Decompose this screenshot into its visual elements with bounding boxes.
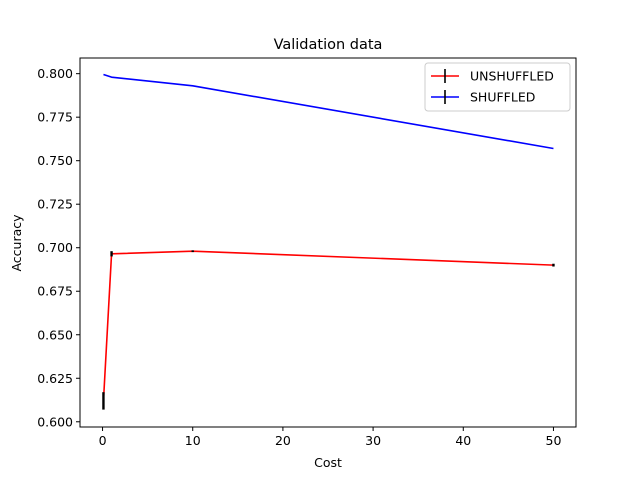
y-tick-label: 0.600 — [37, 414, 73, 429]
x-tick-label: 0 — [99, 433, 107, 448]
y-tick-label: 0.625 — [37, 371, 73, 386]
legend-box — [424, 62, 571, 112]
x-tick-label: 20 — [275, 433, 291, 448]
y-tick-label: 0.650 — [37, 327, 73, 342]
legend: UNSHUFFLED SHUFFLED — [424, 62, 571, 112]
x-tick-label: 40 — [455, 433, 471, 448]
y-tick-label: 0.725 — [37, 197, 73, 212]
series-line-shuffled — [103, 73, 554, 150]
legend-label: SHUFFLED — [470, 90, 535, 105]
x-tick-label: 50 — [546, 433, 562, 448]
axes-frame — [79, 57, 577, 428]
y-tick-label: 0.800 — [37, 66, 73, 81]
y-axis-label: Accuracy — [9, 214, 24, 272]
x-tick-label: 30 — [365, 433, 381, 448]
y-tick-label: 0.750 — [37, 153, 73, 168]
legend-label: UNSHUFFLED — [470, 69, 554, 84]
chart-title: Validation data — [274, 37, 383, 53]
series-line-unshuffled — [102, 250, 554, 401]
y-tick-label: 0.775 — [37, 110, 73, 125]
x-tick-label: 10 — [185, 433, 201, 448]
x-axis-label: Cost — [314, 455, 342, 470]
y-tick-label: 0.700 — [37, 240, 73, 255]
y-tick-label: 0.675 — [37, 284, 73, 299]
plot-area: 0 10 20 30 40 50 0.600 0.625 0.650 0.675 0.700 0.72… — [37, 57, 577, 448]
